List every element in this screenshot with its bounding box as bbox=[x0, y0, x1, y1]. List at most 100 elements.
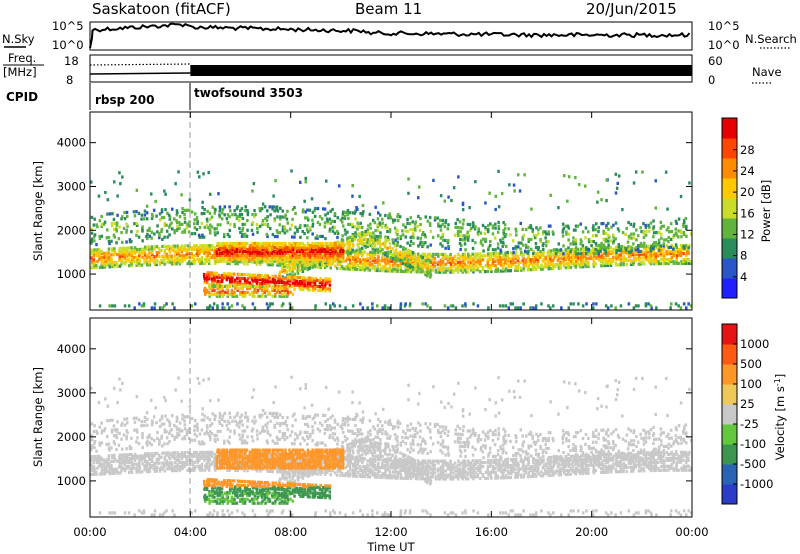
power-echo bbox=[417, 252, 420, 256]
power-echo bbox=[353, 255, 357, 260]
power-echo bbox=[358, 247, 362, 251]
power-echo bbox=[371, 256, 374, 260]
power-echo bbox=[118, 246, 122, 251]
power-echo bbox=[351, 238, 354, 242]
power-echo bbox=[194, 212, 197, 216]
power-echo bbox=[557, 250, 560, 254]
power-echo bbox=[90, 239, 94, 243]
power-echo bbox=[229, 278, 232, 282]
power-echo bbox=[160, 260, 164, 264]
power-echo bbox=[660, 250, 663, 254]
power-echo bbox=[251, 220, 255, 225]
velocity-echo bbox=[118, 463, 121, 467]
power-echo bbox=[153, 306, 156, 310]
power-echo bbox=[236, 262, 239, 266]
power-echo bbox=[294, 279, 297, 283]
power-echo bbox=[486, 228, 490, 232]
power-echo bbox=[298, 264, 301, 268]
power-echo bbox=[566, 266, 570, 270]
power-echo bbox=[323, 285, 326, 289]
power-echo bbox=[276, 249, 279, 253]
power-echo bbox=[196, 250, 200, 254]
power-echo bbox=[346, 240, 349, 244]
power-echo bbox=[449, 262, 453, 266]
power-echo bbox=[301, 208, 305, 212]
power-echo bbox=[283, 290, 287, 294]
power-echo bbox=[210, 277, 214, 281]
power-echo bbox=[263, 222, 266, 227]
velocity-echo bbox=[115, 467, 118, 471]
power-echo bbox=[182, 256, 186, 260]
power-echo bbox=[501, 304, 505, 308]
power-echo bbox=[494, 253, 497, 258]
power-echo bbox=[206, 273, 209, 277]
power-echo bbox=[388, 306, 392, 310]
velocity-echo bbox=[92, 464, 96, 469]
power-echo bbox=[544, 230, 547, 234]
power-echo bbox=[107, 239, 111, 244]
power-echo bbox=[298, 241, 302, 246]
power-echo bbox=[278, 272, 281, 276]
velocity-echo bbox=[271, 470, 274, 474]
power-echo bbox=[607, 306, 610, 310]
power-echo bbox=[384, 237, 388, 241]
power-echo bbox=[652, 260, 655, 264]
power-echo bbox=[690, 261, 693, 265]
power-echo bbox=[318, 279, 321, 283]
power-echo bbox=[110, 259, 113, 263]
power-echo bbox=[594, 247, 597, 251]
power-echo bbox=[640, 252, 643, 256]
power-echo bbox=[426, 256, 429, 260]
power-echo bbox=[655, 246, 658, 250]
power-echo bbox=[451, 268, 455, 272]
power-echo bbox=[276, 284, 279, 288]
power-echo bbox=[542, 265, 546, 269]
power-echo bbox=[669, 306, 672, 310]
power-echo bbox=[444, 256, 448, 260]
velocity-echo bbox=[97, 454, 101, 458]
velocity-echo bbox=[151, 463, 154, 468]
power-echo bbox=[296, 275, 299, 280]
power-echo bbox=[657, 248, 661, 252]
power-echo bbox=[276, 247, 279, 251]
power-echo bbox=[101, 265, 104, 269]
power-echo bbox=[456, 268, 460, 272]
power-echo bbox=[206, 253, 209, 258]
power-echo bbox=[321, 245, 324, 249]
power-echo bbox=[557, 262, 560, 266]
colorbar-tick-label: 28 bbox=[740, 143, 755, 157]
power-echo bbox=[293, 235, 296, 239]
power-echo bbox=[567, 258, 571, 262]
power-echo bbox=[524, 249, 527, 253]
power-echo bbox=[505, 255, 508, 259]
power-echo bbox=[552, 248, 556, 252]
power-echo bbox=[326, 243, 329, 248]
power-echo bbox=[291, 251, 294, 255]
power-echo bbox=[255, 247, 259, 251]
power-echo bbox=[299, 262, 302, 267]
power-echo bbox=[559, 266, 562, 270]
velocity-echo bbox=[130, 456, 134, 461]
power-echo bbox=[185, 254, 189, 258]
power-echo bbox=[236, 276, 239, 280]
power-echo bbox=[171, 260, 174, 264]
power-echo bbox=[281, 269, 284, 273]
nave-label: Nave bbox=[752, 65, 782, 79]
power-echo bbox=[388, 242, 392, 246]
power-echo bbox=[113, 264, 116, 269]
power-echo bbox=[567, 238, 570, 242]
power-echo bbox=[291, 273, 294, 277]
power-echo bbox=[268, 292, 272, 296]
power-echo bbox=[406, 229, 409, 233]
power-echo bbox=[90, 180, 93, 184]
power-echo bbox=[318, 222, 322, 227]
velocity-echo bbox=[140, 454, 144, 458]
power-echo bbox=[143, 259, 147, 263]
power-echo bbox=[303, 232, 306, 236]
power-echo bbox=[273, 245, 277, 249]
power-echo bbox=[203, 252, 206, 256]
power-echo bbox=[642, 222, 645, 226]
power-echo bbox=[378, 221, 381, 225]
power-echo bbox=[437, 254, 440, 258]
velocity-echo bbox=[176, 457, 179, 461]
